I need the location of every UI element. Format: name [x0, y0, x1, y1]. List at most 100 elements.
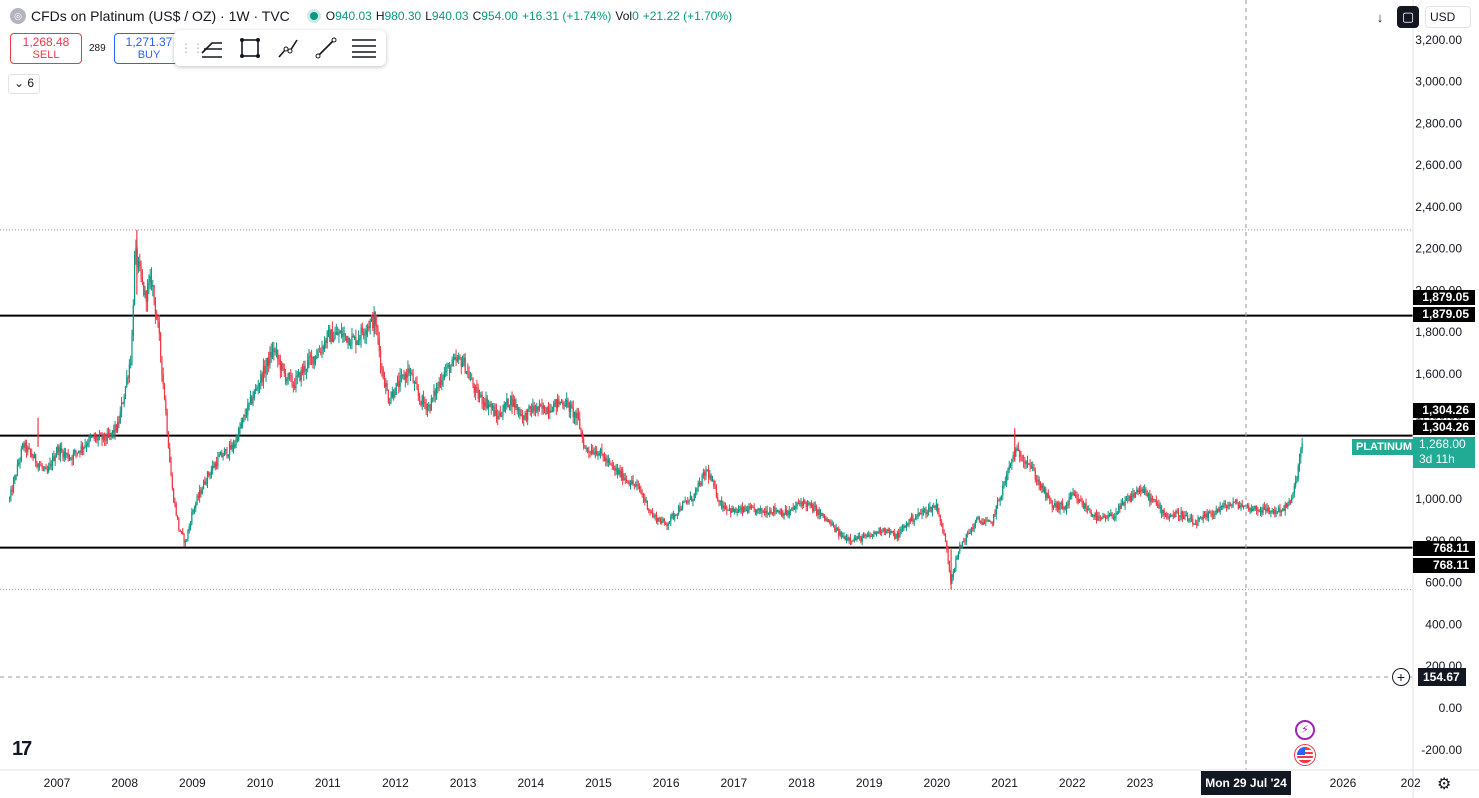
candle-body [579, 418, 581, 429]
candle-body [382, 368, 384, 379]
candle-body [1215, 509, 1217, 513]
candle-body [80, 445, 82, 453]
candle-body [59, 447, 61, 456]
candle-body [741, 507, 744, 512]
candle-body [594, 451, 596, 454]
candle-body [1209, 511, 1211, 514]
us-flag-event-icon[interactable] [1295, 745, 1315, 765]
candle-body [333, 338, 335, 343]
candle-body [944, 535, 947, 542]
multi-line-tool-icon[interactable] [196, 32, 228, 64]
candle-body [439, 381, 442, 386]
buy-button[interactable]: 1,271.37 BUY [114, 33, 184, 64]
candle-body [313, 356, 315, 365]
indicators-toggle[interactable]: ⌄ 6 [8, 74, 41, 94]
candle-body [437, 387, 439, 389]
candle-body [424, 402, 426, 404]
buy-label: BUY [137, 49, 161, 61]
candle-body [757, 508, 759, 510]
candle-body [776, 510, 779, 513]
candle-body [976, 518, 978, 522]
candle-body [994, 514, 996, 516]
candle-body [456, 358, 458, 362]
candle-body [717, 496, 719, 501]
candle-body [524, 413, 526, 416]
candle-body [217, 456, 219, 467]
candle-body [1099, 517, 1101, 519]
candle-body [499, 412, 501, 416]
countdown: 3d 11h [1419, 452, 1455, 466]
candle-body [532, 405, 534, 413]
candle-body [1244, 505, 1246, 507]
market-status-icon[interactable] [309, 12, 318, 20]
candle-body [740, 507, 742, 510]
candle-body [657, 517, 659, 522]
candle-body [10, 489, 12, 498]
candle-body [1229, 504, 1232, 506]
tradingview-logo[interactable]: 17 [12, 738, 32, 760]
y-tick-label: 1,800.00 [1415, 325, 1462, 339]
candle-body [616, 468, 619, 474]
symbol-title[interactable]: CFDs on Platinum (US$ / OZ) · 1W · TVC [31, 8, 290, 24]
candle-body [1149, 493, 1151, 502]
candle-body [989, 519, 991, 522]
candle-body [533, 405, 535, 411]
candle-body [68, 458, 71, 460]
candle-body [11, 489, 13, 492]
candle-body [87, 444, 89, 446]
candle-body [895, 537, 897, 539]
gear-icon[interactable]: ⚙ [1437, 776, 1452, 793]
rectangle-tool-icon[interactable] [234, 32, 266, 64]
candle-body [295, 376, 297, 389]
candle-body [1236, 499, 1238, 505]
y-tick-label: 1,600.00 [1415, 367, 1462, 381]
candle-body [171, 476, 173, 489]
candle-body [124, 386, 127, 397]
candle-body [577, 413, 580, 419]
candle-body [337, 332, 339, 336]
candle-body [650, 511, 652, 513]
candle-body [771, 512, 773, 514]
candle-body [93, 435, 95, 439]
candle-body [907, 523, 909, 525]
candle-body [960, 545, 962, 547]
candle-body [235, 437, 237, 445]
candle-body [497, 416, 499, 420]
arrow-down-icon[interactable]: ↓ [1376, 9, 1384, 25]
sell-button[interactable]: 1,268.48 SELL [10, 33, 82, 64]
lightning-icon[interactable]: ⚡ [1295, 720, 1315, 740]
x-tick-label: 2012 [382, 776, 409, 790]
candle-body [900, 529, 902, 531]
candle-body [929, 506, 931, 509]
path-tool-icon[interactable] [272, 32, 304, 64]
candle-body [982, 522, 984, 525]
candle-body [901, 528, 904, 530]
candle-body [1058, 502, 1060, 510]
candle-body [1183, 515, 1185, 519]
candle-body [27, 447, 29, 452]
candle-body [530, 408, 533, 413]
fullscreen-icon[interactable]: ▢ [1397, 6, 1419, 28]
candle-body [575, 412, 577, 419]
candle-body [685, 501, 688, 503]
fib-tool-icon[interactable] [348, 32, 380, 64]
candle-body [394, 394, 396, 397]
candle-body [1091, 514, 1094, 516]
trend-line-tool-icon[interactable] [310, 32, 342, 64]
candle-body [718, 500, 720, 503]
candle-body [528, 406, 530, 409]
y-tick-label: 2,200.00 [1415, 242, 1462, 256]
add-alert-plus-icon[interactable]: + [1392, 668, 1410, 686]
candle-body [89, 436, 91, 438]
candle-body [769, 510, 771, 515]
candle-body [792, 507, 794, 509]
candle-body [993, 514, 995, 524]
candle-body [1275, 511, 1277, 515]
candle-body [49, 463, 51, 467]
candle-body [948, 560, 950, 572]
drag-handle-icon[interactable]: ⋮⋮ [180, 41, 204, 55]
currency-select[interactable]: USD [1425, 6, 1471, 28]
candle-body [184, 540, 186, 543]
candle-body [933, 506, 935, 508]
